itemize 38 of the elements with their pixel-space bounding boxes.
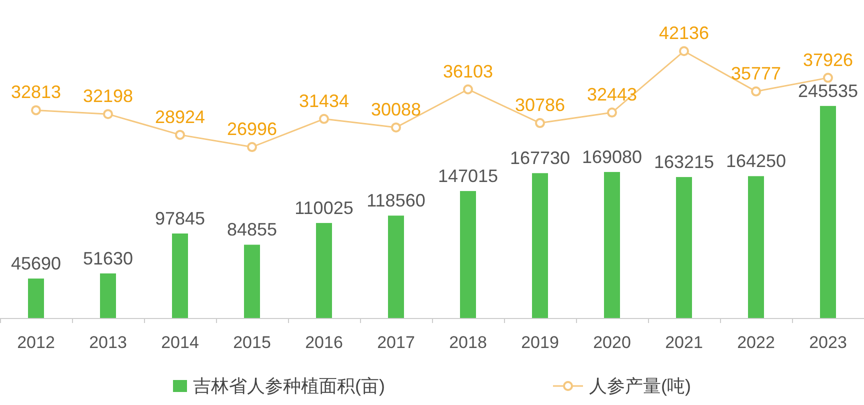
- legend-label: 人参产量(吨): [589, 376, 691, 396]
- data-label: 45690: [10, 254, 62, 274]
- x-tick-label: 2021: [665, 333, 703, 352]
- data-label: 31434: [298, 90, 350, 111]
- x-tick-label: 2022: [737, 333, 775, 352]
- x-tick-label: 2015: [233, 333, 271, 352]
- x-tick-label: 2018: [449, 333, 487, 352]
- x-tick-label: 2023: [809, 333, 847, 352]
- x-tick-label: 2012: [17, 333, 55, 352]
- data-label: 169080: [582, 146, 642, 167]
- x-tick-label: 2019: [521, 333, 559, 352]
- data-label: 32443: [586, 84, 638, 105]
- data-label: 36103: [442, 61, 494, 82]
- data-label: 51630: [82, 248, 134, 268]
- legend-label: 吉林省人参种植面积(亩): [193, 376, 385, 396]
- data-label: 84855: [226, 220, 278, 240]
- x-tick-label: 2020: [593, 333, 631, 352]
- data-label: 97845: [154, 208, 206, 228]
- x-tick-label: 2016: [305, 333, 343, 352]
- data-label: 26996: [226, 119, 278, 140]
- data-label: 28924: [154, 106, 206, 127]
- x-tick-label: 2014: [161, 333, 199, 352]
- data-label: 30786: [514, 95, 566, 116]
- data-label: 110025: [294, 198, 354, 218]
- data-label: 30088: [370, 99, 422, 120]
- data-label: 32198: [82, 86, 134, 106]
- data-label: 164250: [726, 151, 786, 172]
- x-tick-label: 2017: [377, 333, 415, 352]
- data-label: 37926: [802, 50, 854, 70]
- data-label: 35777: [730, 63, 782, 84]
- x-tick-label: 2013: [89, 333, 127, 352]
- data-label: 32813: [10, 82, 62, 102]
- data-label: 147015: [438, 166, 498, 186]
- data-label: 118560: [366, 190, 426, 211]
- data-label: 42136: [658, 23, 710, 44]
- data-label: 163215: [654, 152, 714, 172]
- data-label: 167730: [510, 148, 570, 168]
- data-label: 245535: [798, 80, 858, 101]
